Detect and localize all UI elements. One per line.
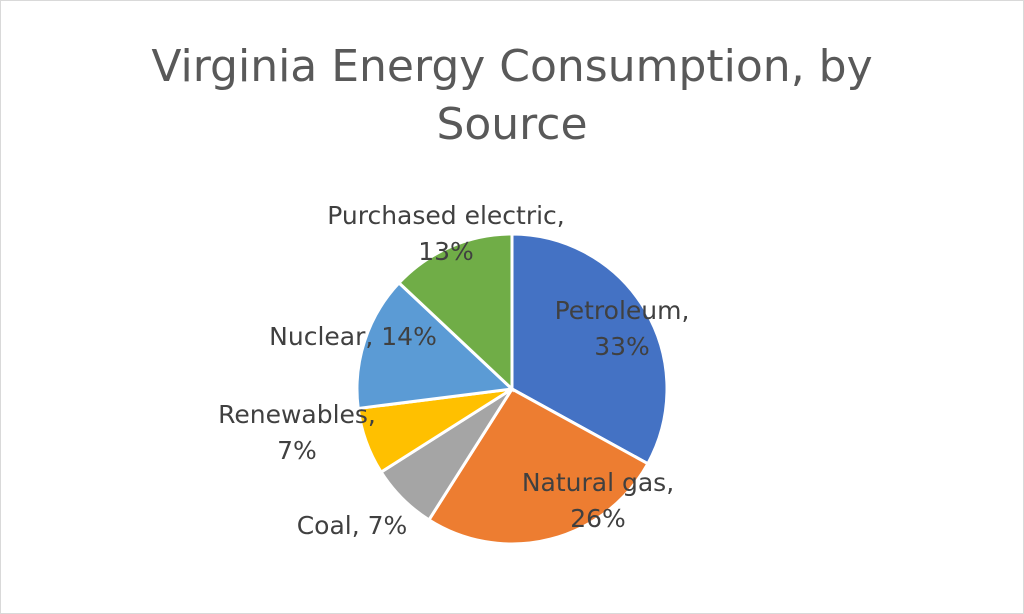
data-label-line: Renewables,: [218, 400, 376, 429]
data-label-line: 7%: [277, 436, 317, 465]
data-label-natural-gas: Natural gas, 26%: [522, 468, 674, 533]
pie-slice-purchased-electric: [396, 232, 514, 393]
data-label-purchased-electric: Purchased electric, 13%: [327, 201, 565, 266]
data-labels: Petroleum, 33% Natural gas, 26% Coal, 7% Rene…: [218, 201, 689, 540]
chart-title-line-2: Source: [436, 99, 588, 150]
data-label-line: Petroleum,: [555, 296, 690, 325]
data-label-line: Natural gas,: [522, 468, 674, 497]
data-label-line: Nuclear, 14%: [269, 322, 437, 351]
data-label-line: Coal, 7%: [297, 511, 408, 540]
data-label-line: Purchased electric,: [327, 201, 565, 230]
data-label-petroleum: Petroleum, 33%: [555, 296, 690, 361]
data-label-nuclear: Nuclear, 14%: [269, 322, 437, 351]
pie-slice-petroleum: [510, 232, 669, 466]
pie-slices: [355, 232, 669, 546]
data-label-line: 13%: [418, 237, 474, 266]
chart-title: Virginia Energy Consumption, by Source: [0, 38, 1024, 154]
data-label-line: 33%: [594, 332, 650, 361]
data-label-line: 26%: [570, 504, 626, 533]
pie-slice-nuclear: [355, 280, 516, 411]
pie-slice-natural-gas: [426, 387, 650, 546]
data-label-coal: Coal, 7%: [297, 511, 408, 540]
chart-title-line-1: Virginia Energy Consumption, by: [151, 41, 873, 92]
data-label-renewables: Renewables, 7%: [218, 400, 376, 465]
